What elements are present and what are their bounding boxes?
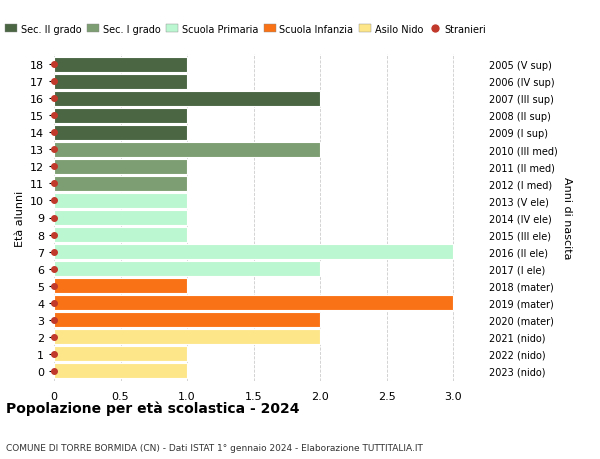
Bar: [54, 126, 187, 140]
Bar: [54, 279, 187, 293]
Bar: [54, 364, 187, 378]
Bar: [54, 194, 187, 208]
Bar: [54, 296, 187, 310]
Bar: [54, 296, 454, 310]
Bar: [54, 109, 187, 123]
Bar: [54, 177, 187, 191]
Bar: [54, 143, 320, 157]
Bar: [54, 262, 187, 276]
Bar: [54, 177, 187, 191]
Legend: Sec. II grado, Sec. I grado, Scuola Primaria, Scuola Infanzia, Asilo Nido, Stran: Sec. II grado, Sec. I grado, Scuola Prim…: [1, 21, 490, 39]
Bar: [54, 211, 187, 225]
Bar: [54, 126, 187, 140]
Bar: [54, 92, 320, 106]
Bar: [54, 330, 187, 344]
Bar: [54, 75, 187, 90]
Bar: [54, 58, 187, 73]
Bar: [54, 109, 187, 123]
Bar: [54, 194, 187, 208]
Bar: [54, 245, 454, 259]
Bar: [54, 364, 187, 378]
Bar: [54, 279, 187, 293]
Bar: [54, 143, 187, 157]
Bar: [54, 347, 187, 361]
Bar: [54, 228, 187, 242]
Bar: [54, 92, 187, 106]
Bar: [54, 58, 187, 73]
Text: COMUNE DI TORRE BORMIDA (CN) - Dati ISTAT 1° gennaio 2024 - Elaborazione TUTTITA: COMUNE DI TORRE BORMIDA (CN) - Dati ISTA…: [6, 443, 423, 452]
Bar: [54, 228, 187, 242]
Bar: [54, 160, 187, 174]
Bar: [54, 330, 320, 344]
Bar: [54, 211, 187, 225]
Bar: [54, 313, 320, 327]
Bar: [54, 160, 187, 174]
Text: Popolazione per età scolastica - 2024: Popolazione per età scolastica - 2024: [6, 401, 299, 415]
Y-axis label: Anni di nascita: Anni di nascita: [562, 177, 572, 259]
Bar: [54, 245, 187, 259]
Bar: [54, 75, 187, 90]
Bar: [54, 313, 187, 327]
Bar: [54, 347, 187, 361]
Y-axis label: Età alunni: Età alunni: [14, 190, 25, 246]
Bar: [54, 262, 320, 276]
